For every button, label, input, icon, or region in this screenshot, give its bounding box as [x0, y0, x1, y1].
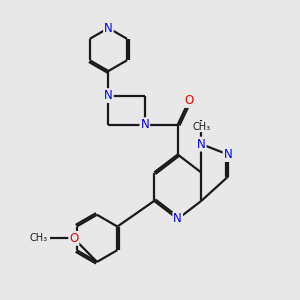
Text: N: N: [140, 118, 149, 131]
Text: O: O: [184, 94, 194, 107]
Text: N: N: [224, 148, 232, 161]
Text: N: N: [104, 89, 113, 102]
Text: N: N: [104, 22, 113, 34]
Text: O: O: [69, 232, 78, 245]
Text: N: N: [197, 138, 206, 151]
Text: N: N: [173, 212, 182, 225]
Text: CH₃: CH₃: [192, 122, 210, 132]
Text: CH₃: CH₃: [30, 233, 48, 243]
